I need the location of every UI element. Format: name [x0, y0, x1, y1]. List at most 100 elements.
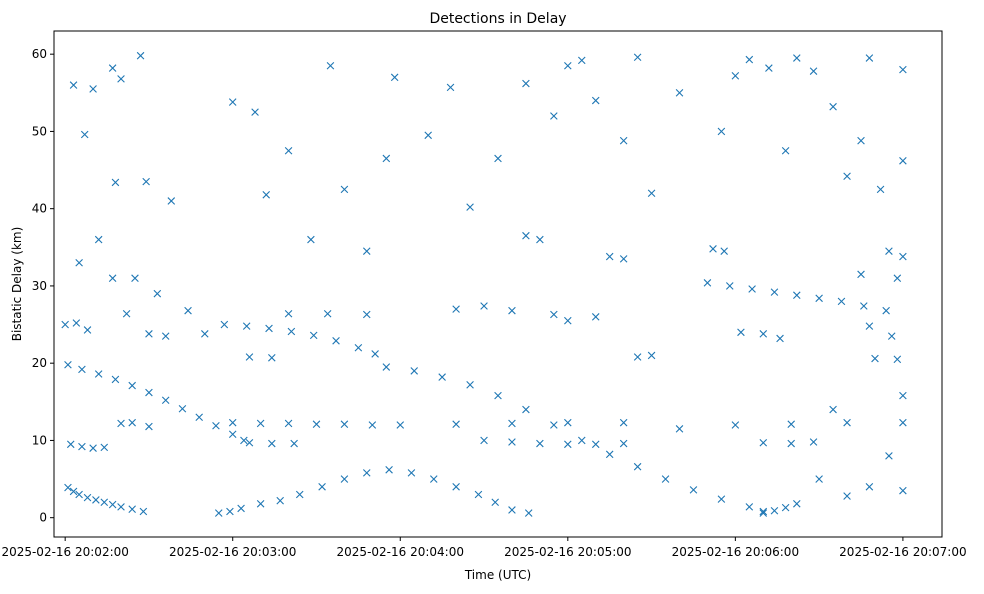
data-point — [214, 509, 223, 517]
x-tick-label: 2025-02-16 20:07:00 — [839, 545, 966, 559]
data-point — [577, 436, 586, 445]
data-point — [647, 351, 656, 360]
data-point — [865, 322, 874, 330]
data-point — [508, 438, 516, 446]
data-point — [312, 420, 321, 429]
data-point — [69, 81, 78, 89]
data-point — [307, 235, 315, 244]
data-point — [318, 482, 326, 491]
data-point — [429, 475, 438, 483]
data-point — [117, 75, 125, 83]
data-point — [809, 438, 818, 446]
data-point — [899, 418, 907, 427]
data-point — [837, 297, 846, 306]
data-point — [466, 203, 474, 211]
data-point — [899, 391, 907, 400]
data-point — [689, 486, 698, 494]
y-tick-label: 60 — [32, 47, 47, 61]
data-point — [268, 439, 276, 448]
data-point — [591, 313, 600, 321]
data-point — [201, 330, 209, 338]
data-point — [340, 185, 349, 194]
data-point — [228, 418, 237, 427]
data-point — [117, 503, 125, 511]
data-point — [793, 54, 801, 62]
data-point — [83, 326, 92, 334]
data-point — [332, 336, 340, 345]
data-point — [745, 503, 754, 511]
data-point — [776, 334, 784, 343]
data-point — [111, 375, 120, 384]
data-point — [108, 64, 117, 72]
data-point — [153, 289, 162, 298]
data-point — [122, 309, 131, 318]
data-point — [78, 442, 86, 451]
y-tick-label: 0 — [39, 511, 47, 525]
data-point — [452, 482, 460, 491]
data-point — [815, 294, 823, 303]
data-point — [745, 55, 754, 64]
data-point — [424, 131, 432, 140]
data-point — [564, 61, 572, 70]
data-point — [212, 421, 220, 430]
data-point — [72, 319, 81, 327]
data-point — [136, 51, 145, 60]
data-point — [591, 96, 600, 105]
data-point — [240, 436, 248, 445]
data-point — [781, 503, 790, 512]
data-point — [865, 54, 874, 62]
data-point — [522, 79, 530, 88]
data-point — [89, 85, 97, 93]
data-point — [787, 420, 795, 429]
data-point — [195, 413, 203, 422]
data-point — [466, 381, 474, 389]
x-tick-label: 2025-02-16 20:05:00 — [504, 545, 631, 559]
data-point — [145, 388, 153, 397]
data-point — [829, 405, 837, 414]
data-point — [871, 354, 879, 363]
y-tick-label: 50 — [32, 124, 47, 138]
data-point — [64, 483, 72, 492]
data-point — [228, 98, 237, 106]
data-point — [178, 404, 187, 413]
data-point — [675, 425, 684, 433]
data-point — [605, 450, 614, 459]
data-point — [64, 360, 72, 369]
data-point — [75, 258, 83, 267]
data-point — [242, 322, 251, 330]
data-point — [354, 343, 363, 352]
data-point — [284, 309, 293, 318]
data-point — [857, 136, 865, 145]
data-point — [522, 405, 530, 414]
data-point — [94, 235, 103, 244]
data-point — [92, 496, 100, 504]
data-point — [717, 495, 726, 503]
data-point — [100, 498, 109, 507]
axes-frame — [53, 30, 943, 538]
data-point — [340, 420, 349, 429]
y-axis: 0 10 20 30 40 50 60 — [32, 47, 54, 525]
x-tick-label: 2025-02-16 20:02:00 — [1, 545, 128, 559]
data-point — [61, 320, 69, 329]
data-point — [577, 56, 586, 65]
data-point — [390, 73, 399, 82]
data-point — [410, 367, 419, 375]
data-point — [251, 108, 259, 116]
data-point — [843, 418, 851, 427]
data-point — [793, 291, 801, 299]
data-point — [184, 306, 192, 315]
data-point — [480, 302, 488, 310]
data-point — [899, 486, 907, 495]
data-point — [508, 506, 516, 514]
y-tick-label: 10 — [32, 433, 47, 447]
data-point — [865, 482, 874, 491]
data-point — [770, 288, 779, 296]
data-point — [748, 285, 756, 293]
data-point — [550, 310, 558, 319]
data-point — [128, 418, 136, 427]
data-point — [709, 245, 717, 253]
data-point — [446, 83, 455, 92]
data-point — [452, 420, 460, 429]
data-point — [605, 252, 614, 261]
data-point — [887, 332, 896, 340]
